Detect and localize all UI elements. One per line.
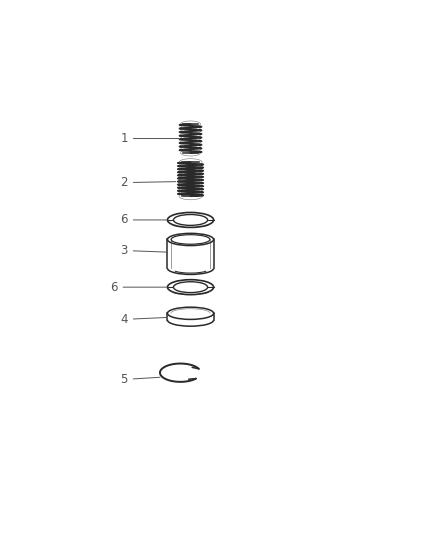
Text: 3: 3 bbox=[120, 244, 166, 257]
Text: 4: 4 bbox=[120, 313, 166, 326]
Text: 1: 1 bbox=[120, 132, 179, 145]
Text: 6: 6 bbox=[110, 281, 166, 294]
Text: 6: 6 bbox=[120, 213, 166, 227]
Text: 5: 5 bbox=[120, 373, 160, 386]
Text: 2: 2 bbox=[120, 176, 176, 189]
